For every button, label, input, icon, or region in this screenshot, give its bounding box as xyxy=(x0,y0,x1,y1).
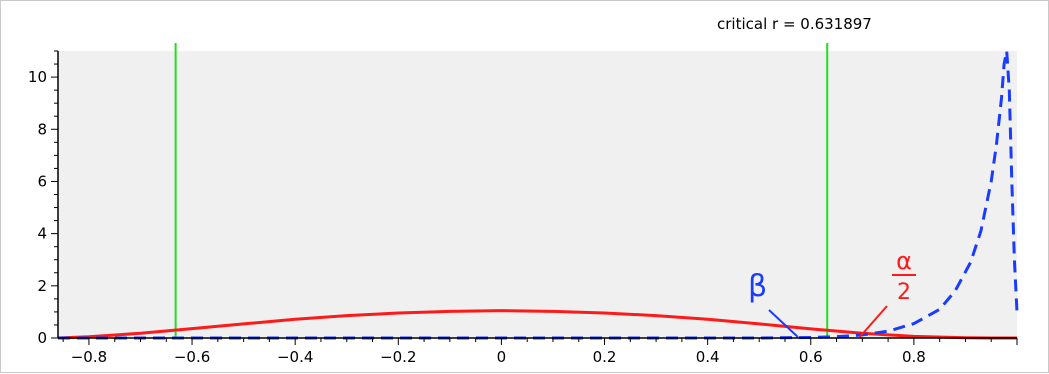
x-tick-label: −0.8 xyxy=(71,348,107,366)
series-line-0 xyxy=(57,309,1017,340)
alpha-numerator: α xyxy=(896,247,912,275)
y-tick-label: 0 xyxy=(37,329,47,347)
x-tick-label: 0 xyxy=(497,348,507,366)
plot-area xyxy=(58,51,1017,338)
series-line-1 xyxy=(58,49,1019,340)
x-tick-label: −0.2 xyxy=(380,348,416,366)
x-tick-label: 0.4 xyxy=(696,348,720,366)
beta-arrow xyxy=(768,309,799,338)
y-tick-label: 8 xyxy=(37,120,47,138)
x-tick-label: 0.2 xyxy=(593,348,617,366)
x-tick-label: −0.4 xyxy=(277,348,313,366)
alpha-arrow xyxy=(858,305,888,338)
beta-label: β xyxy=(748,269,767,304)
critical-r-label: critical r = 0.631897 xyxy=(717,15,872,33)
y-tick-label: 2 xyxy=(37,277,47,295)
x-tick-label: 0.8 xyxy=(902,348,926,366)
alpha-denominator: 2 xyxy=(897,280,911,305)
y-tick-label: 6 xyxy=(37,172,47,190)
x-tick-label: 0.6 xyxy=(799,348,823,366)
y-tick-label: 4 xyxy=(37,225,47,243)
y-tick-label: 10 xyxy=(28,68,47,86)
x-tick-label: −0.6 xyxy=(174,348,210,366)
